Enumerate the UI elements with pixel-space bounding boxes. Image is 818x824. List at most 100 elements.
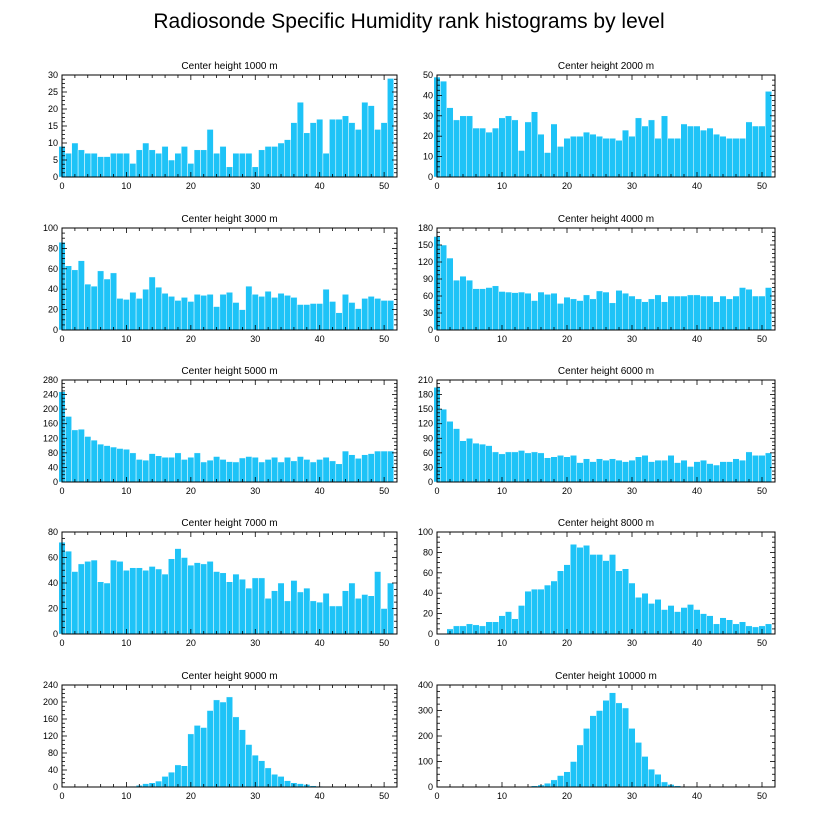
histogram-bar — [90, 152, 98, 178]
y-tick-label: 40 — [423, 588, 433, 598]
histogram-bar — [466, 279, 473, 331]
y-tick-label: 40 — [48, 765, 58, 775]
histogram-bar — [492, 127, 499, 178]
histogram-bar — [583, 458, 590, 483]
histogram-bar — [654, 137, 662, 178]
histogram-bar — [226, 581, 233, 635]
histogram-bar — [367, 595, 375, 635]
histogram-bar — [206, 561, 214, 635]
histogram-bar — [180, 557, 188, 635]
histogram-bar — [524, 121, 532, 178]
y-tick-label: 200 — [43, 697, 58, 707]
histogram-bar — [110, 272, 118, 331]
histogram-bar — [303, 587, 311, 635]
histogram-bar — [361, 454, 369, 483]
histogram-bar — [335, 312, 343, 331]
y-tick-label: 60 — [423, 448, 433, 458]
histogram-bar — [296, 101, 304, 178]
histogram-bar — [129, 567, 137, 635]
histogram-bar — [550, 292, 558, 331]
y-tick-label: 20 — [48, 604, 58, 614]
x-tick-label: 50 — [757, 791, 767, 801]
histogram-bar — [596, 458, 603, 483]
histogram-bar — [271, 297, 279, 331]
y-tick-label: 200 — [418, 731, 433, 741]
y-tick-label: 20 — [423, 131, 433, 141]
histogram-bar — [518, 150, 525, 178]
histogram-bar — [103, 156, 111, 178]
histogram-bar — [245, 587, 253, 635]
histogram-bar — [374, 450, 382, 483]
x-tick-label: 20 — [186, 638, 196, 648]
histogram-bar — [110, 152, 118, 178]
histogram-bar — [583, 294, 590, 331]
y-tick-label: 210 — [418, 375, 433, 385]
histogram-bar — [602, 137, 610, 178]
histogram-bar — [271, 590, 279, 635]
histogram-bar — [485, 287, 493, 331]
histogram-bar — [232, 716, 240, 788]
histogram-bar — [609, 458, 616, 483]
y-tick-label: 20 — [48, 104, 58, 114]
y-tick-label: 280 — [43, 375, 58, 385]
histogram-bar — [628, 295, 636, 331]
histogram-bar — [103, 278, 111, 331]
histogram-bar — [116, 561, 124, 635]
x-tick-label: 50 — [379, 486, 389, 496]
histogram-bar — [322, 288, 330, 331]
y-tick-label: 80 — [423, 547, 433, 557]
y-tick-label: 0 — [428, 782, 433, 792]
y-tick-label: 150 — [418, 404, 433, 414]
x-tick-label: 10 — [497, 486, 507, 496]
histogram-bar — [648, 298, 655, 331]
histogram-bar — [290, 297, 298, 331]
x-tick-label: 50 — [379, 791, 389, 801]
histogram-bar — [226, 461, 233, 483]
histogram-bar — [367, 105, 375, 178]
histogram-bar — [84, 283, 92, 331]
y-tick-label: 0 — [53, 325, 58, 335]
y-tick-label: 240 — [43, 680, 58, 690]
y-tick-label: 120 — [43, 433, 58, 443]
histogram-bar — [206, 710, 214, 788]
histogram-bar — [479, 127, 486, 178]
histogram-bar — [354, 308, 362, 331]
histogram-bar — [277, 293, 285, 331]
histogram-bar — [544, 152, 551, 178]
histogram-bar — [148, 566, 156, 635]
y-tick-label: 200 — [43, 404, 58, 414]
y-tick-label: 40 — [48, 462, 58, 472]
histogram-bar — [77, 563, 85, 635]
histogram-bar — [180, 146, 188, 178]
histogram-bar — [609, 554, 616, 635]
histogram-bar — [290, 122, 298, 178]
histogram-bar — [622, 461, 629, 483]
histogram-bar — [479, 288, 486, 331]
histogram-bar — [745, 451, 753, 483]
histogram-bar — [674, 611, 681, 635]
histogram-bar — [200, 295, 208, 331]
histogram-bar — [341, 115, 349, 178]
figure-title: Radiosonde Specific Humidity rank histog… — [153, 10, 665, 33]
y-tick-label: 0 — [53, 782, 58, 792]
histogram-bar — [245, 456, 253, 483]
histogram-bar — [303, 304, 311, 331]
histogram-bar — [180, 765, 188, 788]
y-tick-label: 0 — [428, 325, 433, 335]
histogram-bar — [511, 292, 519, 331]
histogram-bar — [168, 456, 175, 483]
histogram-bar — [161, 573, 169, 635]
y-tick-label: 120 — [418, 419, 433, 429]
x-tick-label: 20 — [186, 181, 196, 191]
y-tick-label: 120 — [43, 731, 58, 741]
histogram-bar — [713, 464, 720, 483]
histogram-bar — [348, 122, 356, 178]
histogram-bar — [576, 135, 584, 178]
x-tick-label: 10 — [497, 334, 507, 344]
histogram-bar — [258, 577, 266, 635]
histogram-bar — [232, 152, 240, 178]
histogram-bar — [765, 287, 772, 331]
histogram-bar — [700, 459, 707, 483]
histogram-bar — [589, 554, 597, 635]
histogram-bar — [361, 594, 369, 635]
